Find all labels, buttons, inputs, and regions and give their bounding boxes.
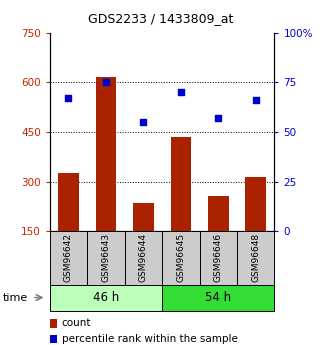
Point	[178, 89, 183, 95]
Text: count: count	[62, 318, 91, 328]
Bar	[125, 231, 162, 285]
Text: GSM96642: GSM96642	[64, 233, 73, 283]
Point	[141, 119, 146, 125]
Bar	[96, 77, 116, 231]
Bar	[50, 319, 57, 328]
Text: GSM96648: GSM96648	[251, 233, 260, 283]
Text: GDS2233 / 1433809_at: GDS2233 / 1433809_at	[88, 12, 233, 25]
Bar	[246, 177, 266, 231]
Bar	[87, 231, 125, 285]
Text: GSM96645: GSM96645	[176, 233, 185, 283]
Text: GSM96643: GSM96643	[101, 233, 110, 283]
Text: 54 h: 54 h	[205, 291, 231, 304]
Text: GSM96646: GSM96646	[214, 233, 223, 283]
Bar	[162, 231, 200, 285]
Text: 46 h: 46 h	[93, 291, 119, 304]
Bar	[50, 231, 87, 285]
Bar	[58, 173, 79, 231]
Bar	[50, 285, 162, 310]
Bar	[170, 137, 191, 231]
Bar	[237, 231, 274, 285]
Bar	[50, 335, 57, 343]
Point	[66, 96, 71, 101]
Bar	[200, 231, 237, 285]
Bar	[133, 203, 154, 231]
Point	[103, 80, 108, 85]
Point	[216, 115, 221, 121]
Bar	[162, 285, 274, 310]
Text: percentile rank within the sample: percentile rank within the sample	[62, 334, 238, 344]
Bar	[208, 196, 229, 231]
Text: time: time	[3, 293, 29, 303]
Point	[253, 97, 258, 103]
Text: GSM96644: GSM96644	[139, 233, 148, 283]
